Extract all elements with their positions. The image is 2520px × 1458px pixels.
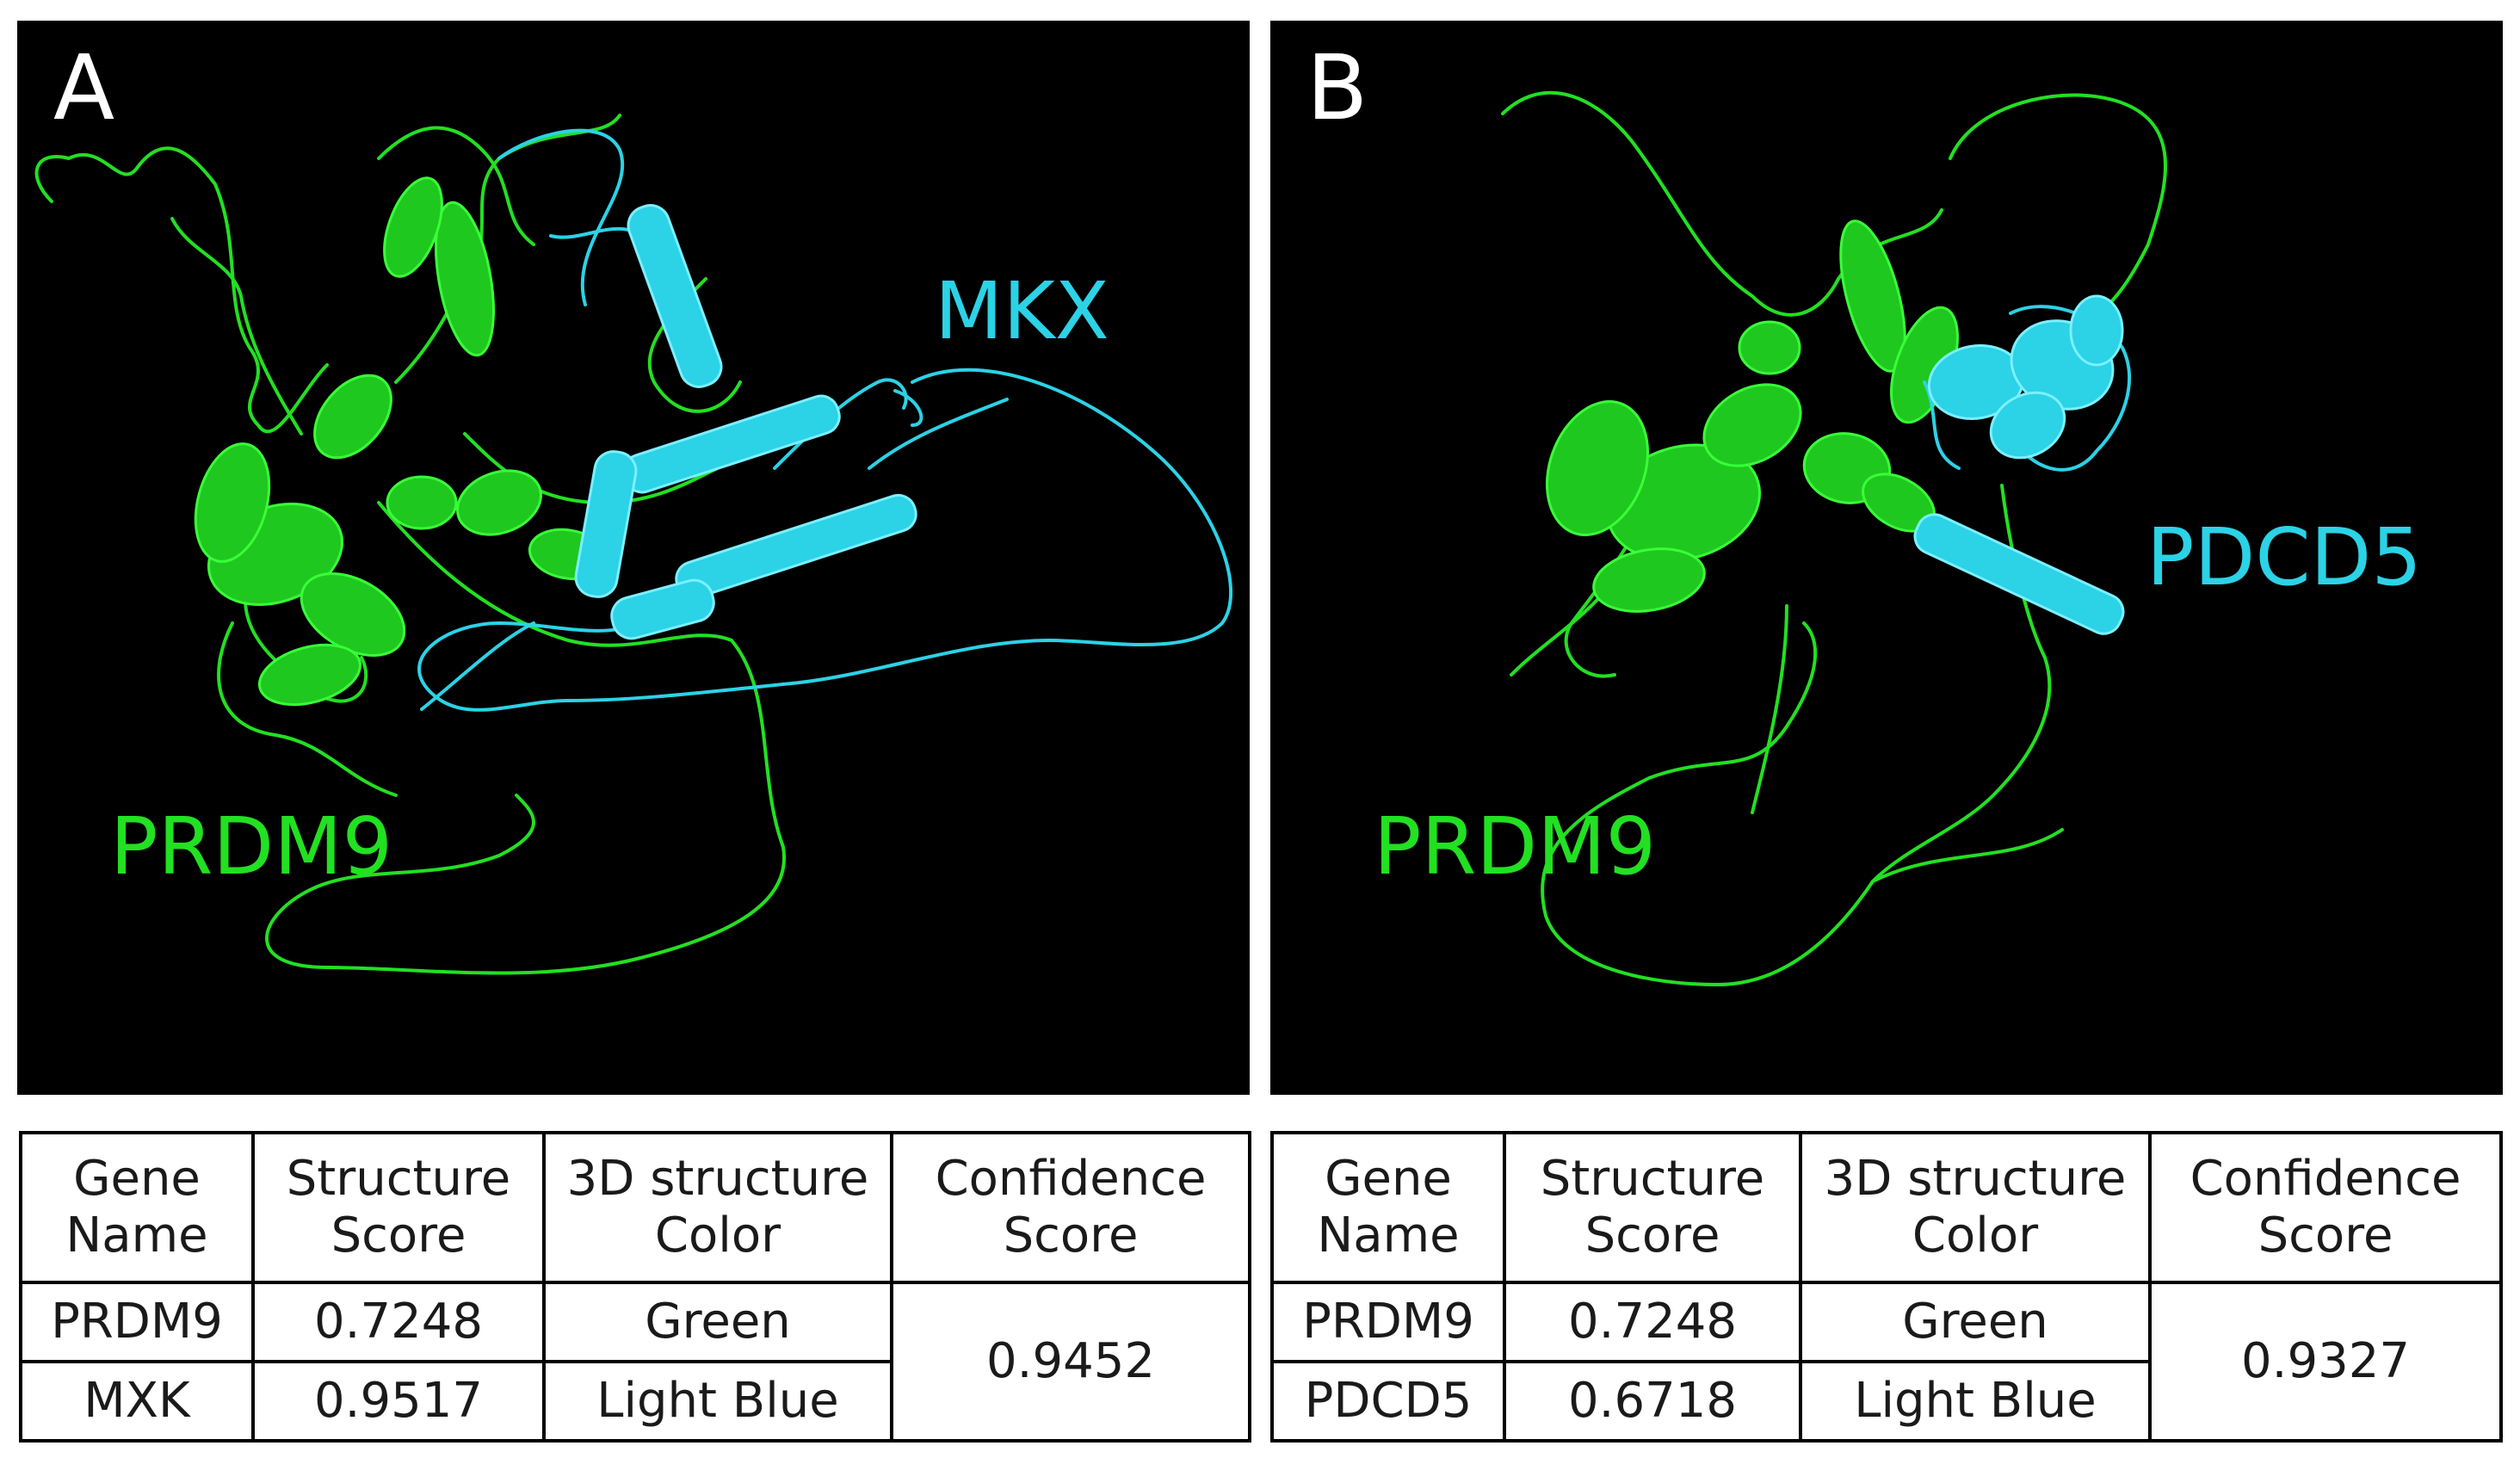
score-cell: 0.7248 (1503, 1281, 1802, 1363)
gene-cell: PRDM9 (1270, 1281, 1506, 1363)
header-gene-name: Gene Name (1270, 1131, 1506, 1284)
structure-panel-a: A PRDM9 MKX (17, 21, 1250, 1095)
table-header-row: Gene Name Structure Score 3D structure Colo… (19, 1131, 1251, 1284)
table-row: PDCD5 0.6718 Light Blue (1270, 1360, 2501, 1443)
table-row: MXK 0.9517 Light Blue (19, 1360, 1250, 1443)
mkx-label: MKX (935, 265, 1109, 357)
color-cell: Green (542, 1281, 893, 1363)
prdm9-label-b: PRDM9 (1374, 800, 1657, 893)
color-cell: Light Blue (542, 1360, 893, 1443)
table-row: PRDM9 0.7248 Green 0.9327 (1270, 1281, 2503, 1443)
score-table-b: Gene Name Structure Score 3D structure Colo… (1270, 1131, 2503, 1443)
panel-letter-a: A (53, 35, 115, 140)
confidence-cell: 0.9452 (890, 1281, 1251, 1443)
header-structure-score: Structure Score (251, 1131, 546, 1284)
protein-structure-image-a (34, 114, 1232, 975)
confidence-cell: 0.9327 (2148, 1281, 2503, 1443)
score-table-a: Gene Name Structure Score 3D structure Colo… (19, 1131, 1251, 1443)
structure-panel-b: B PRDM9 PDCD5 (1270, 21, 2503, 1095)
color-cell: Green (1799, 1281, 2152, 1363)
header-structure-color: 3D structure Color (542, 1131, 893, 1284)
header-structure-score: Structure Score (1503, 1131, 1802, 1284)
color-cell: Light Blue (1799, 1360, 2152, 1443)
pdcd5-label: PDCD5 (2146, 511, 2422, 603)
gene-cell: MXK (19, 1360, 255, 1443)
header-gene-name: Gene Name (19, 1131, 255, 1284)
table-row: PRDM9 0.7248 Green 0.9452 (19, 1281, 1251, 1443)
prdm9-label-a: PRDM9 (110, 800, 393, 893)
panel-letter-b: B (1306, 35, 1368, 140)
score-cell: 0.6718 (1503, 1360, 1802, 1443)
score-cell: 0.7248 (251, 1281, 546, 1363)
score-cell: 0.9517 (251, 1360, 546, 1443)
gene-cell: PRDM9 (19, 1281, 255, 1363)
gene-cell: PDCD5 (1270, 1360, 1506, 1443)
header-confidence-score: Confidence Score (2148, 1131, 2503, 1284)
table-header-row: Gene Name Structure Score 3D structure Colo… (1270, 1131, 2503, 1284)
protein-structure-image-b (1501, 90, 2167, 986)
header-confidence-score: Confidence Score (890, 1131, 1251, 1284)
header-structure-color: 3D structure Color (1799, 1131, 2152, 1284)
